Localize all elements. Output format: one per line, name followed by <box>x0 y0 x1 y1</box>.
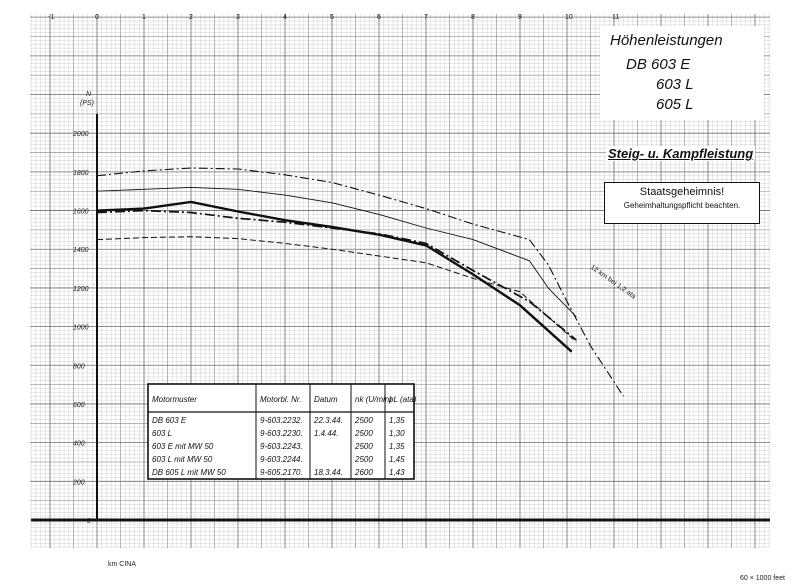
table-cell: 1,35 <box>389 442 405 451</box>
annotation: 12 km bei 1,2 ata <box>589 264 637 301</box>
table-cell: 603 L <box>152 429 172 438</box>
y-tick-label: 600 <box>73 402 85 409</box>
y-tick-label: 800 <box>73 363 85 370</box>
table-cell: 1,43 <box>389 468 405 477</box>
y-tick-label: 1800 <box>73 170 89 177</box>
x-tick-label: 9 <box>518 14 522 21</box>
table-header-cell: pL (ata) <box>388 395 417 404</box>
stamp-line-2: Geheimhaltungspflicht beachten. <box>623 201 741 210</box>
x-tick-label: 3 <box>236 14 240 21</box>
table-header-cell: nk (U/min) <box>355 395 392 404</box>
tick-labels: -1 0 1 2 3 4 5 6 7 8 9 10 11 200 400 600 800 1000 1200 1400… <box>48 14 619 525</box>
x-tick-label: 6 <box>377 14 381 21</box>
x-tick-label: 1 <box>142 14 146 21</box>
y-tick-label: 1600 <box>73 209 89 216</box>
x-tick-label: 7 <box>424 14 428 21</box>
table-cell: 9-603.2230. <box>260 429 303 438</box>
km-label: km CINA <box>108 561 136 568</box>
chart-subtitle: Steig- u. Kampfleistung <box>606 146 756 161</box>
table-header-cell: Motormuster <box>152 395 197 404</box>
title-line-1: Höhenleistungen <box>610 32 723 49</box>
data-table: Motormuster Motorbl. Nr. Datum nk (U/min)pL… <box>147 383 417 480</box>
x-tick-label: 5 <box>330 14 334 21</box>
y-tick-label: 0 <box>87 518 91 525</box>
series-layer <box>96 167 624 397</box>
x-tick-label: 0 <box>95 14 99 21</box>
table-cell: 1,30 <box>389 429 405 438</box>
table-header-cell: Motorbl. Nr. <box>260 395 302 404</box>
y-tick-label: 2000 <box>72 131 89 138</box>
series-line-4 <box>96 209 577 341</box>
y-tick-label: 1000 <box>73 325 89 332</box>
table-cell: 22.3.44. <box>313 416 343 425</box>
x-tick-label: 4 <box>283 14 287 21</box>
table-cell: 603 E mit MW 50 <box>152 442 214 451</box>
table-cell: 18.3.44. <box>314 468 343 477</box>
y-tick-label: 1200 <box>73 286 89 293</box>
table-cell: 9-603.2232. <box>260 416 303 425</box>
y-tick-label: 1400 <box>73 247 89 254</box>
title-line-2: DB 603 E <box>626 56 691 73</box>
y-axis-unit: (PS) <box>80 100 94 107</box>
x-tick-label: 2 <box>189 14 193 21</box>
title-box: Höhenleistungen DB 603 E 603 L 605 L <box>600 26 764 120</box>
y-axis-symbol: N <box>86 91 92 98</box>
stamp-line-1: Staatsgeheimnis! <box>639 186 725 198</box>
series-line-1 <box>96 167 624 397</box>
table-cell: 2500 <box>354 455 373 464</box>
table-cell: 9-603.2243. <box>260 442 303 451</box>
table-cell: 1,45 <box>389 455 405 464</box>
table-cell: 9-603.2244. <box>260 455 303 464</box>
table-cell: 1,35 <box>389 416 405 425</box>
table-cell: 2500 <box>354 442 373 451</box>
table-cell: 2500 <box>354 416 373 425</box>
title-line-3: 603 L <box>656 76 694 93</box>
series-line-3 <box>96 200 573 353</box>
table-cell: DB 603 E <box>152 416 187 425</box>
feet-label: 60 × 1000 feet <box>740 575 785 582</box>
x-tick-label: -1 <box>48 14 54 21</box>
table-cell: 1.4.44. <box>314 429 338 438</box>
title-line-4: 605 L <box>656 96 694 113</box>
table-cell: 603 L mit MW 50 <box>152 455 213 464</box>
secrecy-stamp: Staatsgeheimnis! Geheimhaltungspflicht b… <box>604 182 760 224</box>
table-frame <box>147 383 415 480</box>
table-cell: DB 605 L mit MW 50 <box>152 468 226 477</box>
y-tick-label: 200 <box>72 479 85 486</box>
x-tick-label: 10 <box>565 14 573 21</box>
table-cell: 2600 <box>354 468 373 477</box>
table-cell: 2500 <box>354 429 373 438</box>
table-cell: 9-605.2170. <box>260 468 303 477</box>
x-tick-label: 11 <box>612 14 619 21</box>
y-tick-label: 400 <box>73 441 85 448</box>
series-line-5 <box>96 236 577 343</box>
axes <box>31 113 770 522</box>
x-tick-label: 8 <box>471 14 475 21</box>
series-line-2 <box>96 186 577 318</box>
table-header-cell: Datum <box>314 395 338 404</box>
